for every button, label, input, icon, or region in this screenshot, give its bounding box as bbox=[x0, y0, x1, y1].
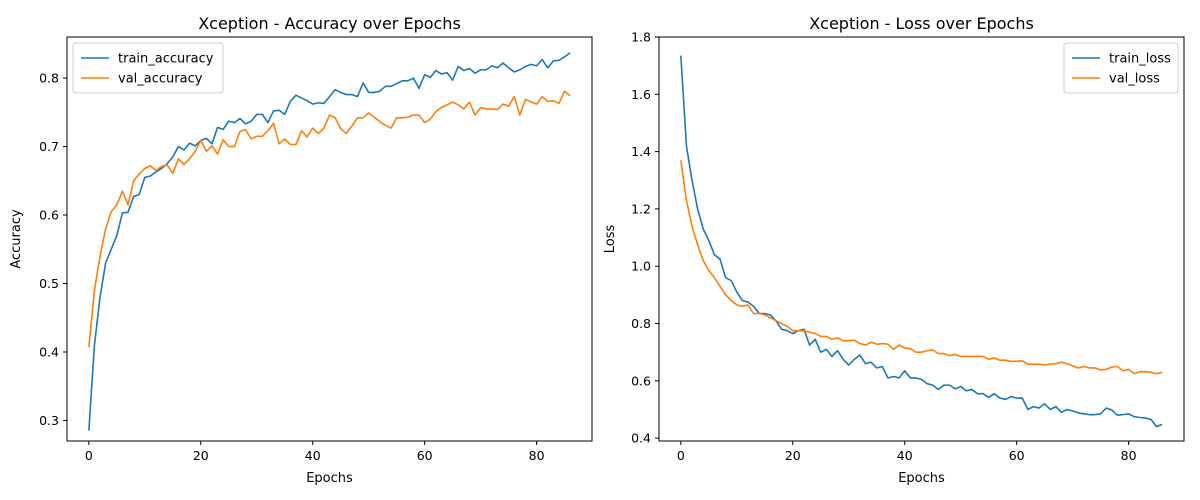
loss-xtick-label: 60 bbox=[1009, 448, 1025, 463]
accuracy-legend: train_accuracy val_accuracy bbox=[72, 42, 224, 94]
loss-ytick-label: 1.0 bbox=[631, 259, 651, 274]
loss-series-val_loss bbox=[680, 160, 1163, 375]
accuracy-xtick-label: 60 bbox=[417, 448, 433, 463]
loss-ytick-label: 1.6 bbox=[631, 87, 651, 102]
loss-legend-box bbox=[1063, 42, 1179, 94]
accuracy-axes-frame bbox=[66, 36, 593, 442]
loss-axes-frame bbox=[658, 36, 1185, 442]
accuracy-ytick-label: 0.7 bbox=[39, 139, 59, 154]
accuracy-xtick-label: 0 bbox=[85, 448, 93, 463]
accuracy-legend-box bbox=[72, 42, 224, 94]
accuracy-series-train_accuracy bbox=[88, 52, 571, 431]
loss-x-axis-label: Epochs bbox=[898, 471, 945, 486]
loss-ytick-label: 0.6 bbox=[631, 373, 651, 388]
loss-chart: 0 20 40 60 80 0.4 0.6 0.8 1.0 1.2 1.4 1.6 1.8 Xceptio… bbox=[603, 14, 1185, 486]
accuracy-ytick-label: 0.3 bbox=[39, 413, 59, 428]
accuracy-legend-label-val_accuracy: val_accuracy bbox=[118, 72, 203, 87]
loss-chart-title: Xception - Loss over Epochs bbox=[809, 14, 1034, 33]
accuracy-ytick-label: 0.4 bbox=[39, 344, 59, 359]
loss-xtick-label: 0 bbox=[677, 448, 685, 463]
loss-xtick-label: 20 bbox=[785, 448, 801, 463]
accuracy-xtick-label: 40 bbox=[305, 448, 321, 463]
loss-ytick-label: 1.8 bbox=[631, 30, 651, 45]
loss-legend-label-train_loss: train_loss bbox=[1109, 52, 1171, 67]
accuracy-ytick-label: 0.6 bbox=[39, 208, 59, 223]
accuracy-xtick-label: 80 bbox=[529, 448, 545, 463]
loss-ytick-label: 0.8 bbox=[631, 316, 651, 331]
accuracy-legend-label-train_accuracy: train_accuracy bbox=[118, 52, 214, 67]
accuracy-ytick-label: 0.5 bbox=[39, 276, 59, 291]
loss-legend-label-val_loss: val_loss bbox=[1109, 72, 1160, 87]
accuracy-series-val_accuracy bbox=[88, 90, 571, 348]
loss-y-axis-label: Loss bbox=[603, 225, 618, 254]
accuracy-ytick-label: 0.8 bbox=[39, 71, 59, 86]
loss-ytick-label: 1.2 bbox=[631, 201, 651, 216]
accuracy-chart-title: Xception - Accuracy over Epochs bbox=[198, 14, 461, 33]
accuracy-xtick-label: 20 bbox=[193, 448, 209, 463]
loss-xtick-label: 80 bbox=[1121, 448, 1137, 463]
loss-xtick-label: 40 bbox=[897, 448, 913, 463]
accuracy-y-axis-label: Accuracy bbox=[9, 209, 24, 269]
loss-legend: train_loss val_loss bbox=[1063, 42, 1179, 94]
accuracy-chart: 0 20 40 60 80 0.3 0.4 0.5 0.6 0.7 0.8 Xception - Ac… bbox=[9, 14, 593, 486]
loss-ytick-label: 1.4 bbox=[631, 144, 651, 159]
accuracy-x-axis-label: Epochs bbox=[306, 471, 353, 486]
loss-ytick-label: 0.4 bbox=[631, 431, 651, 446]
